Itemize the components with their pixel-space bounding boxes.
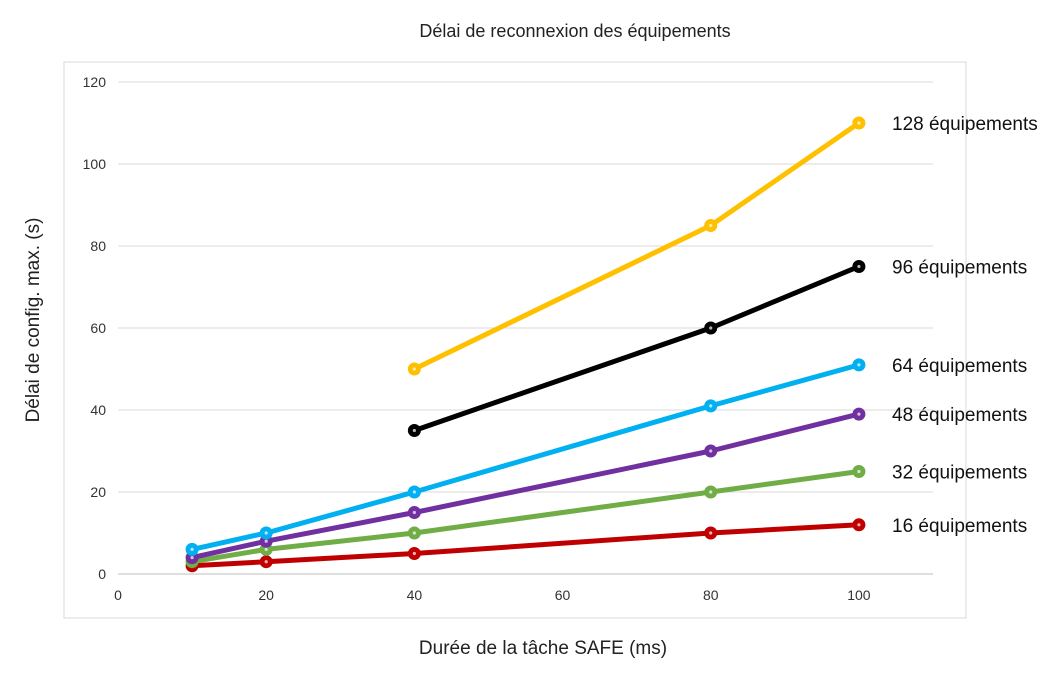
- data-point-center: [190, 547, 194, 552]
- series-label: 48 équipements: [892, 405, 1027, 426]
- y-tick-label: 120: [83, 74, 107, 90]
- series-label: 16 équipements: [892, 516, 1027, 537]
- y-tick-label: 60: [90, 320, 106, 336]
- data-point-center: [709, 223, 713, 228]
- y-tick-label: 100: [83, 156, 107, 172]
- data-point-center: [264, 560, 268, 564]
- x-tick-label: 60: [555, 587, 571, 603]
- series-label: 128 équipements: [892, 114, 1038, 135]
- data-point-center: [857, 363, 861, 367]
- series-96: [407, 260, 866, 437]
- x-tick-label: 100: [847, 587, 871, 603]
- data-point-center: [264, 547, 268, 552]
- data-point-center: [412, 531, 416, 535]
- data-point-center: [190, 556, 194, 560]
- data-point-center: [857, 264, 861, 269]
- data-point-center: [709, 531, 713, 535]
- x-tick-label: 0: [114, 587, 122, 603]
- data-point-center: [412, 367, 416, 371]
- y-tick-label: 80: [90, 238, 106, 254]
- data-point-center: [412, 490, 416, 494]
- series-label: 96 équipements: [892, 258, 1027, 279]
- x-axis-label: Durée de la tâche SAFE (ms): [419, 638, 667, 659]
- data-point-center: [857, 469, 861, 474]
- series-labels: 16 équipements 32 équipements 48 équipemen…: [892, 114, 1038, 537]
- x-tick-label: 80: [703, 587, 719, 603]
- data-point-center: [264, 539, 268, 543]
- axes: 0 20 40 60 80 100 120 0 20 40 60 80 100: [83, 74, 933, 603]
- series-group: [185, 116, 866, 573]
- series-label: 32 équipements: [892, 463, 1027, 484]
- data-point-center: [412, 551, 416, 556]
- data-point-center: [412, 428, 416, 433]
- y-tick-label: 40: [90, 402, 106, 418]
- data-point-center: [709, 404, 713, 408]
- data-point-center: [412, 510, 416, 515]
- series-16: [185, 518, 866, 573]
- y-axis-label: Délai de config. max. (s): [23, 218, 44, 423]
- series-64: [185, 358, 866, 556]
- series-label: 64 équipements: [892, 356, 1027, 377]
- x-tick-label: 20: [258, 587, 274, 603]
- chart-title: Délai de reconnexion des équipements: [419, 21, 730, 41]
- data-point-center: [709, 490, 713, 494]
- data-point-center: [857, 523, 861, 527]
- data-point-center: [709, 326, 713, 330]
- data-point-center: [857, 121, 861, 125]
- data-point-center: [709, 449, 713, 453]
- x-tick-label: 40: [407, 587, 423, 603]
- data-point-center: [264, 531, 268, 535]
- y-tick-label: 20: [90, 484, 106, 500]
- y-tick-label: 0: [98, 566, 106, 582]
- series-48: [185, 407, 866, 565]
- gridlines: [118, 81, 933, 493]
- data-point-center: [857, 412, 861, 416]
- series-128: [407, 116, 866, 376]
